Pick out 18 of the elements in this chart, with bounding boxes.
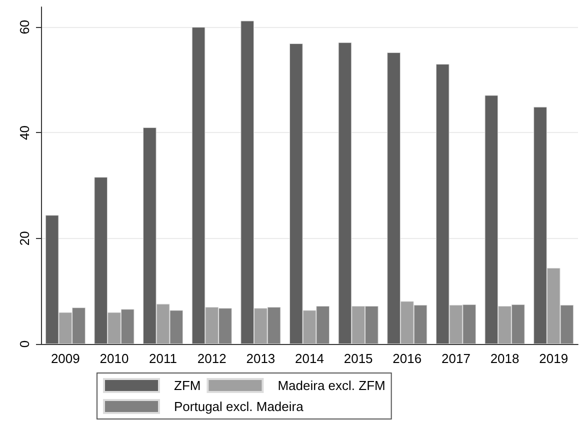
x-tick-label: 2012 [197,351,226,366]
y-tick-label: 60 [17,20,32,34]
x-tick-label: 2018 [490,351,520,366]
x-tick-label: 2014 [295,351,324,366]
x-tick-label: 2010 [100,351,129,366]
y-tick-label: 0 [17,340,32,348]
x-tick-label: 2011 [149,351,178,366]
x-tick-label: 2015 [344,351,373,366]
x-tick-label: 2013 [246,351,276,366]
y-tick-label: 40 [17,125,32,140]
legend-label: Madeira excl. ZFM [278,378,386,393]
y-tick-label: 20 [17,231,32,246]
legend-label: Portugal excl. Madeira [174,399,304,414]
x-tick-label: 2009 [50,351,80,366]
legend-label: ZFM [174,378,201,393]
x-tick-label: 2017 [441,351,470,366]
x-tick-label: 2016 [392,351,422,366]
x-tick-label: 2019 [539,351,568,366]
